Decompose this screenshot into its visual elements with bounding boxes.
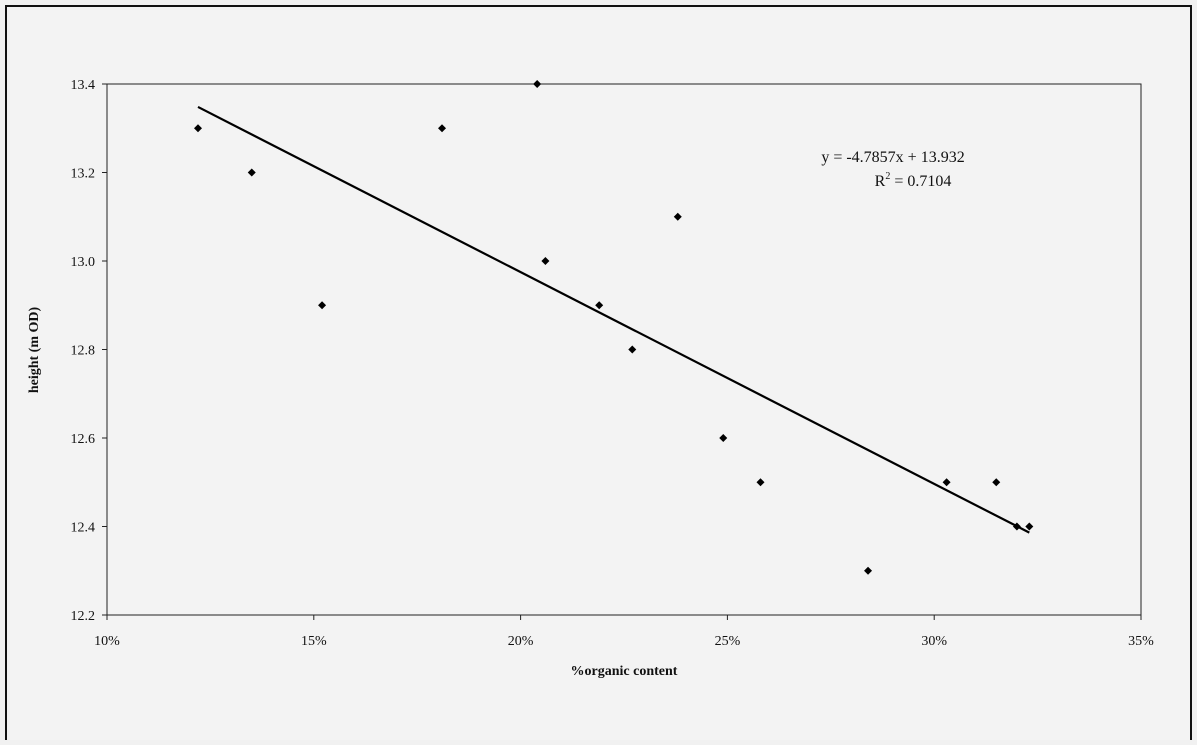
y-tick-label: 12.6 [71,432,96,447]
data-point [541,257,550,265]
y-axis: 12.2 12.4 12.6 12.8 13.0 13.2 13.4 [71,78,107,624]
data-point [247,168,256,177]
data-point [942,478,951,487]
data-point [438,124,447,133]
data-point [756,478,765,487]
y-tick-label: 13.2 [71,167,96,182]
data-point [1025,522,1034,531]
data-point [673,212,682,221]
data-point [533,80,542,88]
r-squared-value: = 0.7104 [890,173,951,190]
x-tick-label: 30% [921,634,947,649]
y-tick-label: 13.0 [71,255,96,270]
data-point [864,566,873,575]
y-tick-label: 12.2 [71,609,96,624]
plot-area [106,83,1142,616]
data-point [193,124,202,133]
data-point [318,301,327,310]
r-squared-prefix: R [875,173,886,190]
trendline [197,105,1030,534]
data-point [628,345,637,354]
y-tick-label: 12.8 [71,344,96,359]
r-squared-label: R2 = 0.7104 [875,171,952,190]
data-point [1012,522,1021,531]
x-tick-label: 10% [94,634,120,649]
data-point [595,301,604,310]
r-squared-power: 2 [885,171,890,182]
x-tick-label: 20% [508,634,534,649]
x-tick-label: 35% [1128,634,1154,649]
data-points [193,80,1034,575]
trendline-equation: y = -4.7857x + 13.932 [821,149,964,166]
data-point [719,434,728,442]
chart-frame [5,5,1192,740]
x-tick-label: 15% [301,634,327,649]
y-tick-label: 13.4 [71,78,96,93]
y-tick-label: 12.4 [71,521,96,536]
x-axis: 10% 15% 20% 25% 30% 35% [94,615,1154,649]
x-tick-label: 25% [715,634,741,649]
y-axis-label: height (m OD) [27,307,42,394]
data-point [992,478,1001,487]
x-axis-label: %organic content [571,664,678,679]
